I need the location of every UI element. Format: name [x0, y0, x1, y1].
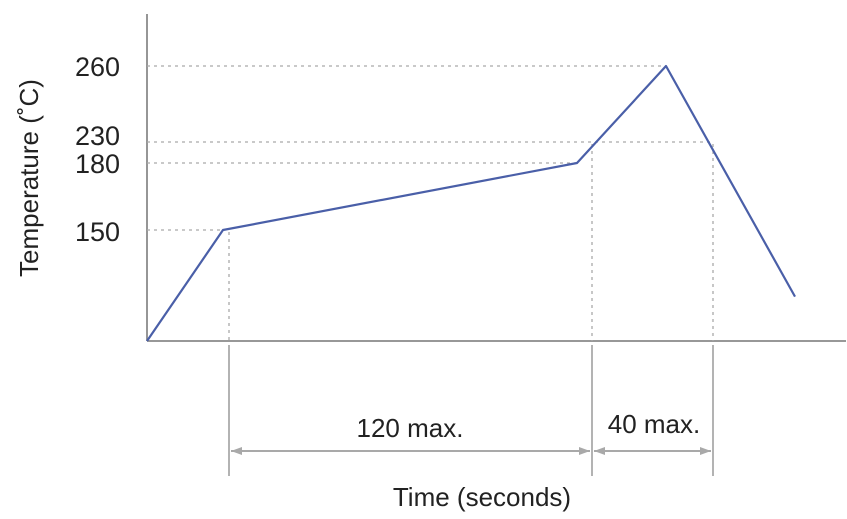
arrowhead-left: [594, 447, 605, 455]
guide-lines: [147, 65, 714, 341]
dimension-120: [231, 447, 590, 455]
y-tick-label: 150: [75, 217, 120, 247]
y-tick-label: 260: [75, 52, 120, 82]
arrowhead-right: [579, 447, 590, 455]
arrowhead-right: [700, 447, 711, 455]
x-axis-label: Time (seconds): [393, 482, 571, 512]
dimension-40: [594, 447, 711, 455]
temperature-profile-line: [146, 64, 796, 342]
y-tick-label: 230: [75, 121, 120, 151]
dimension-label-40: 40 max.: [608, 409, 701, 439]
arrowhead-left: [231, 447, 242, 455]
y-tick-label: 180: [75, 149, 120, 179]
dimension-label-120: 120 max.: [357, 413, 464, 443]
y-axis-label: Temperature (˚C): [14, 79, 44, 277]
